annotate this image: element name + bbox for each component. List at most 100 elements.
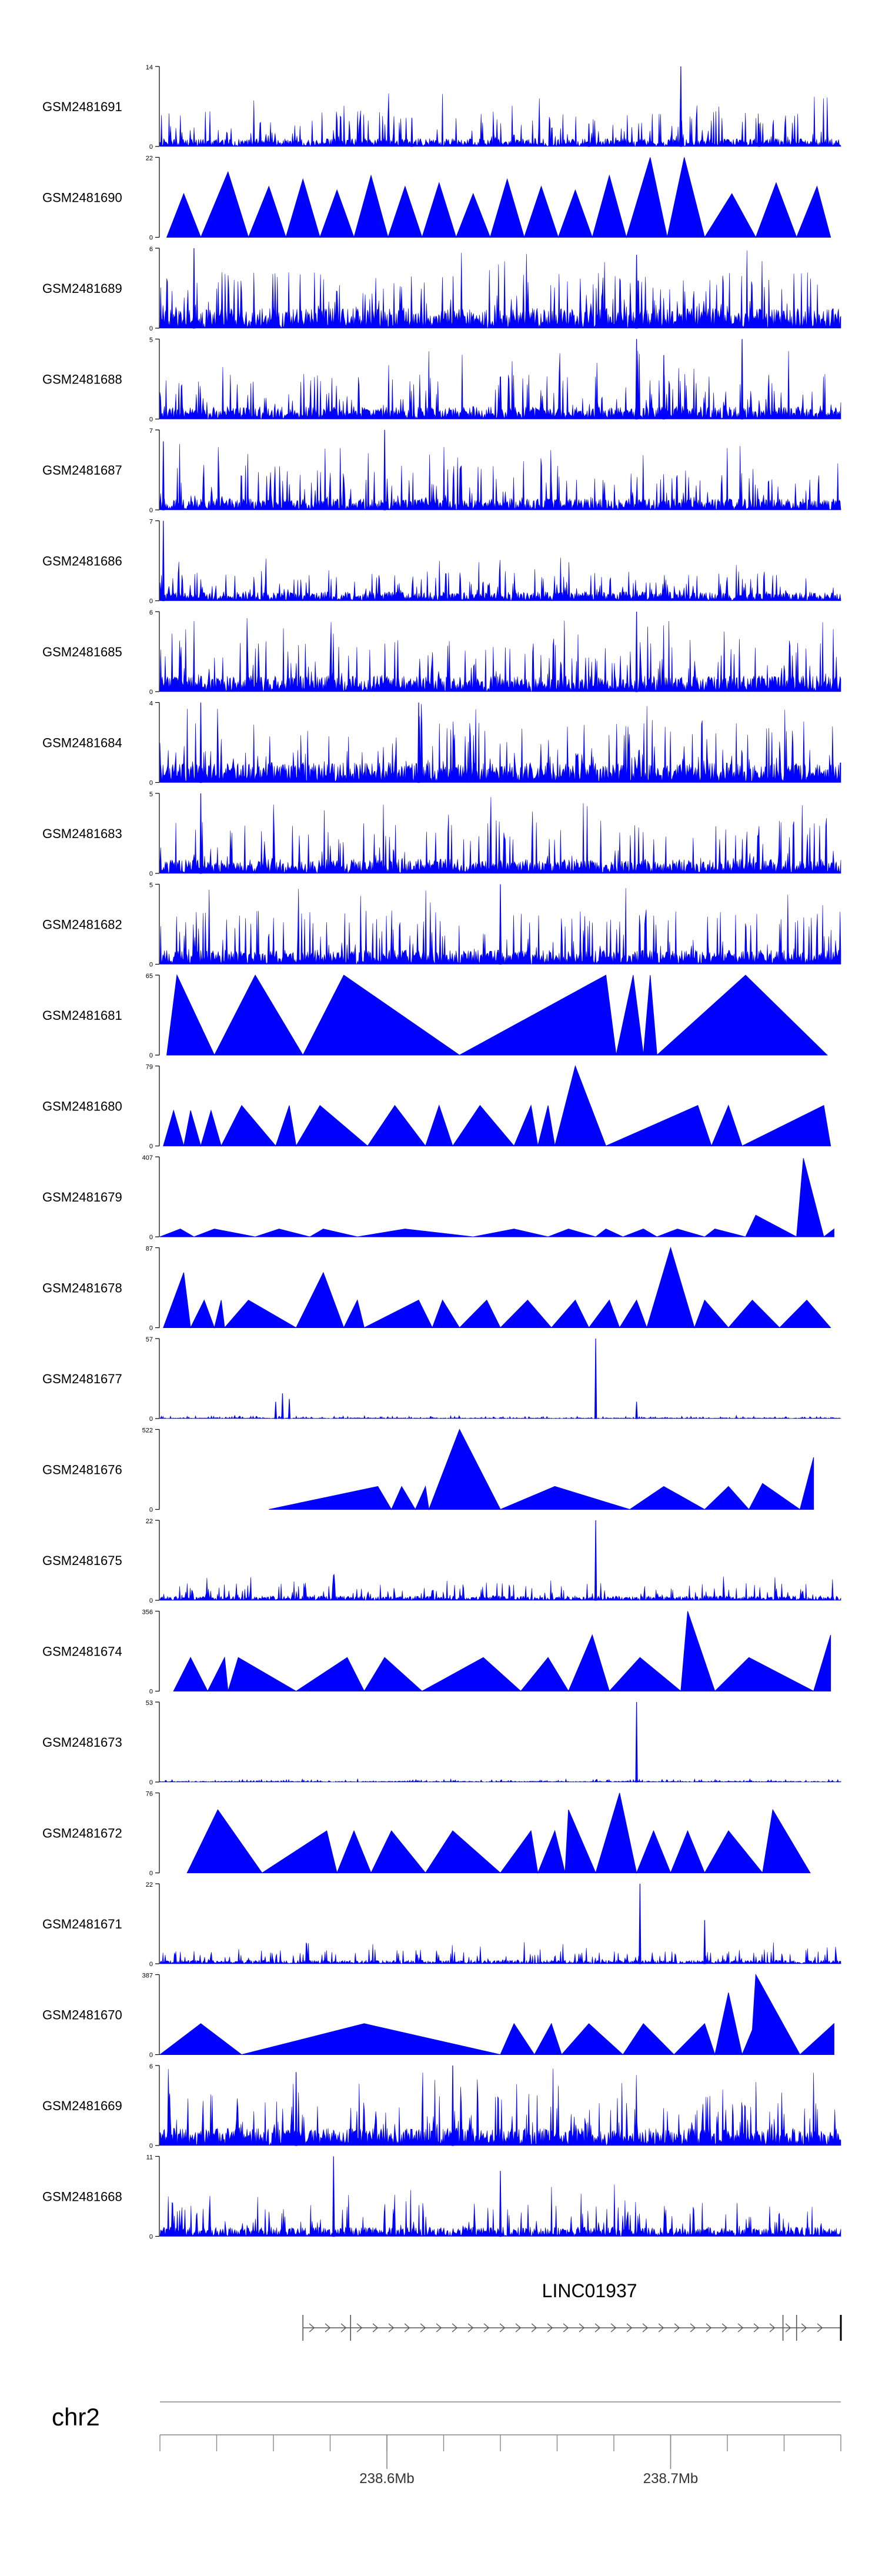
coverage-area (163, 1246, 831, 1329)
y-axis-max-label: 4 (149, 700, 153, 708)
coordinate-tick-label: 238.7Mb (643, 2471, 698, 2487)
strand-arrow (769, 2323, 776, 2333)
track-label: GSM2481681 (42, 1008, 122, 1023)
coverage-peak (635, 255, 638, 329)
strand-arrow (452, 2323, 458, 2333)
coverage-peak (199, 702, 202, 783)
y-axis-min-label: 0 (149, 2052, 153, 2059)
y-axis-min-label: 0 (149, 1416, 153, 1423)
track-GSM2481684: GSM2481684 4 0 (42, 700, 841, 787)
y-axis-max-label: 6 (149, 2063, 153, 2070)
track-label: GSM2481677 (42, 1372, 122, 1386)
y-axis-max-label: 14 (146, 64, 153, 71)
strand-arrow (626, 2323, 633, 2333)
coverage-area (166, 157, 831, 239)
y-axis-min-label: 0 (149, 325, 153, 332)
track-GSM2481679: GSM2481679 407 0 (42, 1154, 834, 1241)
strand-arrow (785, 2323, 791, 2333)
track-GSM2481672: GSM2481672 76 0 (42, 1791, 811, 1877)
coverage-peak (703, 1920, 706, 1964)
y-axis-max-label: 79 (146, 1064, 153, 1071)
y-axis-max-label: 65 (146, 973, 153, 980)
coverage-peak (274, 1402, 277, 1419)
y-axis-min-label: 0 (149, 1325, 153, 1332)
strand-arrow (563, 2323, 569, 2333)
coverage-peak (635, 339, 638, 420)
strand-arrow (737, 2323, 744, 2333)
track-GSM2481682: GSM2481682 5 0 (42, 882, 841, 969)
y-axis-min-label: 0 (149, 2143, 153, 2150)
strand-arrow (579, 2323, 585, 2333)
y-axis-min-label: 0 (149, 962, 153, 969)
coverage-peak (281, 1393, 284, 1419)
y-axis-max-label: 53 (146, 1700, 153, 1707)
coverage-area (159, 1778, 841, 1783)
y-axis-max-label: 87 (146, 1246, 153, 1253)
track-GSM2481686: GSM2481686 7 0 (42, 519, 841, 605)
coordinate-tick-label: 238.6Mb (359, 2471, 414, 2487)
y-axis-min-label: 0 (149, 235, 153, 242)
track-label: GSM2481670 (42, 2008, 122, 2023)
coverage-peak (162, 441, 165, 510)
track-label: GSM2481671 (42, 1917, 122, 1931)
coverage-peak (162, 520, 165, 602)
track-label: GSM2481676 (42, 1463, 122, 1477)
strand-arrow (436, 2323, 442, 2333)
y-axis-max-label: 6 (149, 609, 153, 616)
track-GSM2481683: GSM2481683 5 0 (42, 791, 841, 877)
track-GSM2481691: GSM2481691 14 0 (42, 64, 841, 151)
y-axis-max-label: 57 (146, 1336, 153, 1343)
y-axis-max-label: 22 (146, 1881, 153, 1888)
coverage-peak (635, 1402, 638, 1419)
track-GSM2481673: GSM2481673 53 0 (42, 1700, 841, 1786)
y-axis-min-label: 0 (149, 1870, 153, 1877)
y-axis-max-label: 22 (146, 155, 153, 162)
coverage-peak (679, 66, 682, 147)
coverage-area (159, 250, 841, 329)
track-label: GSM2481673 (42, 1735, 122, 1750)
coverage-peak (410, 118, 413, 147)
y-axis-min-label: 0 (149, 1052, 153, 1059)
coverage-peak (192, 248, 196, 329)
track-label: GSM2481674 (42, 1644, 122, 1659)
coverage-area (269, 1429, 814, 1511)
strand-arrow (483, 2323, 490, 2333)
coverage-peak (740, 339, 744, 420)
chromosome-axis: chr2 238.6Mb 238.7Mb (52, 2401, 841, 2487)
y-axis-min-label: 0 (149, 689, 153, 696)
y-axis-min-label: 0 (149, 416, 153, 423)
track-label: GSM2481668 (42, 2190, 122, 2204)
strand-arrow (801, 2323, 807, 2333)
coverage-area (159, 797, 841, 874)
strand-arrow (340, 2323, 347, 2333)
coverage-peak (587, 124, 590, 147)
coverage-peak (594, 1338, 597, 1419)
gene-name-label: LINC01937 (542, 2280, 637, 2301)
gene-track: LINC01937 (302, 2280, 842, 2341)
strand-arrow (674, 2323, 680, 2333)
y-axis-min-label: 0 (149, 598, 153, 605)
y-axis-max-label: 6 (149, 246, 153, 253)
strand-arrow (642, 2323, 649, 2333)
strand-arrow (547, 2323, 553, 2333)
coverage-area (159, 351, 841, 420)
y-axis-max-label: 22 (146, 1518, 153, 1525)
coverage-area (159, 1574, 841, 1601)
track-label: GSM2481689 (42, 281, 122, 296)
track-label: GSM2481672 (42, 1826, 122, 1841)
chromosome-label: chr2 (52, 2403, 100, 2431)
strand-arrow (388, 2323, 395, 2333)
track-GSM2481671: GSM2481671 22 0 (42, 1881, 841, 1968)
coverage-peak (199, 793, 202, 874)
track-label: GSM2481687 (42, 463, 122, 478)
strand-arrow (372, 2323, 379, 2333)
coverage-area (163, 1065, 831, 1147)
strand-arrow (610, 2323, 617, 2333)
coverage-peak (417, 702, 420, 783)
strand-arrow (690, 2323, 696, 2333)
y-axis-max-label: 356 (142, 1609, 153, 1616)
track-GSM2481688: GSM2481688 5 0 (42, 337, 841, 423)
strand-arrow (309, 2323, 315, 2333)
strand-arrow (420, 2323, 426, 2333)
